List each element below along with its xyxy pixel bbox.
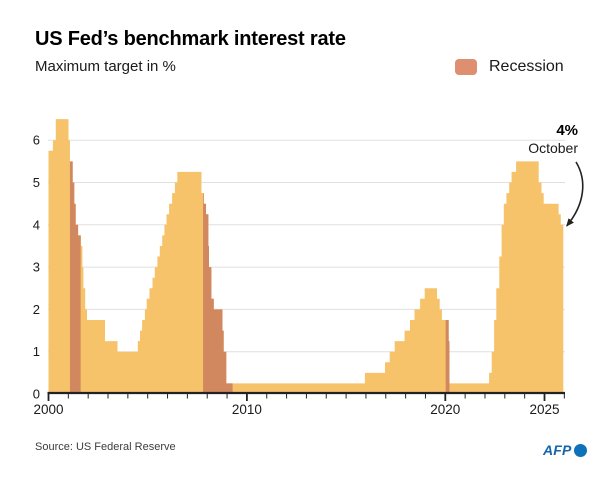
svg-text:2: 2 (33, 302, 40, 317)
svg-text:3: 3 (33, 260, 40, 275)
source-note: Source: US Federal Reserve (35, 441, 176, 453)
svg-text:2025: 2025 (529, 402, 559, 417)
svg-text:4: 4 (33, 217, 40, 232)
recession-band (445, 119, 450, 394)
legend: Recession (455, 58, 564, 76)
svg-text:2020: 2020 (430, 402, 460, 417)
svg-text:1: 1 (33, 344, 40, 359)
svg-text:2010: 2010 (232, 402, 262, 417)
afp-globe-icon (573, 443, 587, 457)
legend-label: Recession (489, 58, 564, 75)
svg-text:2000: 2000 (33, 402, 63, 417)
annotation-month: October (528, 140, 578, 157)
chart-subtitle: Maximum target in % (35, 58, 176, 75)
svg-text:6: 6 (33, 133, 40, 148)
annotation-arrow-icon (566, 161, 584, 227)
afp-logo-text: AFP (543, 442, 572, 458)
recession-swatch-icon (455, 59, 477, 75)
recession-band (203, 119, 233, 394)
rate-area (48, 119, 564, 394)
svg-text:0: 0 (33, 387, 40, 402)
annotation-value: 4% (556, 122, 578, 139)
svg-text:5: 5 (33, 175, 40, 190)
end-value-annotation: 4% October (470, 122, 578, 157)
afp-logo: AFP (543, 442, 587, 458)
recession-band (69, 119, 81, 394)
page-title: US Fed’s benchmark interest rate (35, 28, 346, 50)
